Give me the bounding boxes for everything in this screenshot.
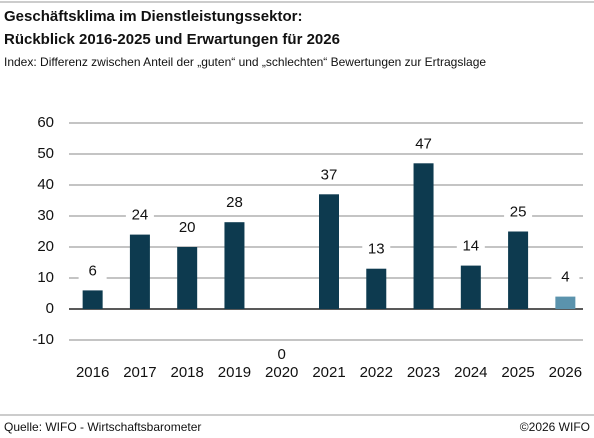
y-tick-label: 20 [37, 238, 54, 255]
value-label: 4 [561, 269, 569, 286]
y-tick-label: -10 [32, 331, 54, 348]
x-tick-label: 2019 [218, 364, 251, 381]
x-tick-label: 2018 [170, 364, 203, 381]
value-label-bg [409, 135, 438, 154]
y-tick-label: 50 [37, 145, 54, 162]
x-tick-label: 2017 [123, 364, 156, 381]
y-tick-label: 0 [46, 300, 54, 317]
x-tick-label: 2025 [501, 364, 534, 381]
x-tick-label: 2024 [454, 364, 487, 381]
value-label: 28 [226, 194, 243, 211]
chart-subtitle: Index: Differenz zwischen Anteil der „gu… [4, 55, 486, 69]
chart-title: Rückblick 2016-2025 und Erwartungen für … [4, 31, 340, 48]
bar [366, 268, 387, 309]
value-label-bg [551, 268, 580, 287]
x-tick-label: 2022 [360, 364, 393, 381]
bar [460, 265, 481, 309]
value-label-bg [504, 203, 533, 222]
bar [555, 296, 576, 309]
value-label: 47 [415, 135, 432, 152]
bar [319, 194, 339, 309]
y-tick-label: 60 [37, 114, 54, 131]
x-tick-label: 2026 [549, 364, 582, 381]
value-label: 24 [132, 207, 149, 224]
y-tick-label: 40 [37, 176, 54, 193]
value-label-bg [456, 237, 485, 256]
bar [413, 163, 434, 309]
value-label: 6 [88, 262, 96, 279]
value-label-bg [267, 346, 296, 364]
value-label-bg [315, 166, 343, 185]
value-label: 0 [278, 346, 286, 363]
bar [177, 247, 198, 309]
y-tick-label: 30 [37, 207, 54, 224]
bar [224, 222, 245, 309]
x-tick-label: 2023 [407, 364, 440, 381]
value-label-bg [173, 219, 202, 237]
x-tick-label: 2021 [312, 364, 345, 381]
value-label: 14 [462, 238, 479, 255]
x-tick-label: 2020 [265, 364, 298, 381]
bar [508, 231, 529, 309]
value-label-bg [125, 206, 154, 225]
value-label: 13 [368, 241, 385, 258]
value-label: 25 [510, 203, 527, 220]
value-label: 37 [321, 166, 338, 183]
copyright: ©2026 WIFO [520, 420, 590, 434]
source: Quelle: WIFO - Wirtschaftsbarometer [4, 420, 201, 434]
value-label-bg [362, 240, 391, 259]
y-tick-label: 10 [37, 269, 54, 286]
value-label-bg [78, 262, 107, 281]
value-label-bg [220, 194, 249, 213]
chart-title: Geschäftsklima im Dienstleistungssektor: [4, 8, 302, 25]
bar [129, 234, 150, 309]
value-label: 20 [179, 219, 196, 236]
x-tick-label: 2016 [76, 364, 109, 381]
bar [82, 290, 103, 309]
